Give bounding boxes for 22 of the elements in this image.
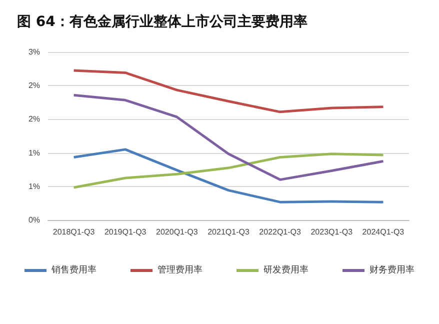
y-tick-label: 0% [28, 216, 40, 224]
legend-label: 管理费用率 [158, 264, 202, 276]
legend-label: 研发费用率 [264, 264, 308, 276]
line-series [72, 94, 384, 181]
x-tick-label: 2020Q1-Q3 [156, 228, 198, 236]
y-tick-label: 3% [28, 48, 40, 56]
y-tick-label: 1% [28, 182, 40, 191]
line-series [72, 148, 384, 204]
y-tick-label: 2% [28, 81, 40, 90]
legend-label: 财务费用率 [370, 264, 414, 276]
x-tick-label: 2023Q1-Q3 [310, 228, 354, 236]
x-tick-label: 2022Q1-Q3 [259, 228, 302, 236]
y-tick-label: 2% [28, 114, 40, 124]
x-tick-label: 2021Q1-Q3 [208, 228, 250, 236]
chart-title: 图 64：有色金属行业整体上市公司主要费用率 [17, 13, 308, 30]
x-tick-label: 2024Q1-Q3 [362, 228, 405, 236]
legend-label: 销售费用率 [50, 264, 96, 276]
line-series [72, 69, 384, 114]
x-tick-label: 2019Q1-Q3 [104, 228, 147, 236]
y-tick-label: 1% [28, 148, 40, 158]
line-series [72, 152, 384, 189]
x-tick-label: 2018Q1-Q3 [52, 228, 96, 236]
